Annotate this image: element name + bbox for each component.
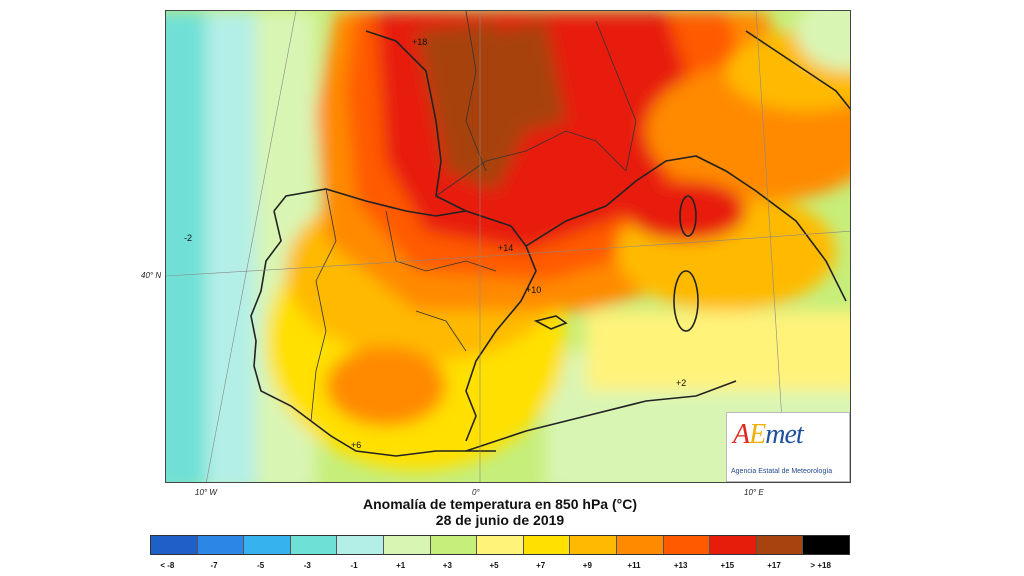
legend-swatch — [803, 536, 849, 554]
lat-label-40n: 40° N — [141, 271, 162, 280]
legend-swatch — [290, 536, 338, 554]
legend-label: +11 — [627, 561, 641, 570]
logo-mark: AEmet — [733, 419, 804, 450]
legend-swatch — [151, 536, 198, 554]
contour-label: +6 — [351, 440, 362, 450]
legend-swatch — [197, 536, 245, 554]
legend-swatch — [710, 536, 757, 554]
legend-swatch — [244, 536, 291, 554]
lon-label-10e: 10° E — [744, 488, 764, 497]
map-date: 28 de junio de 2019 — [435, 512, 565, 528]
legend-label: +5 — [489, 561, 499, 570]
legend-label: +3 — [442, 561, 452, 570]
anomaly-field — [166, 11, 850, 482]
contour-label: +14 — [498, 243, 514, 253]
lon-label-0: 0° — [472, 488, 480, 497]
lon-label-10w: 10° W — [195, 488, 217, 497]
legend-swatch — [430, 536, 478, 554]
legend-label: +7 — [536, 561, 546, 570]
legend-label: +15 — [720, 561, 735, 570]
contour-label: -2 — [184, 233, 193, 243]
borders — [310, 11, 637, 422]
legend-label: +1 — [396, 561, 406, 570]
temperature-anomaly-map: +18 +14 +10 -2 +2 +6 — [165, 10, 851, 483]
legend-swatch — [570, 536, 617, 554]
graticule — [166, 11, 850, 482]
legend-label: -7 — [210, 561, 218, 570]
legend-swatch — [616, 536, 664, 554]
legend-label: < -8 — [160, 561, 175, 570]
legend-label: -1 — [350, 561, 358, 570]
color-legend — [150, 535, 850, 555]
legend-label: -5 — [257, 561, 265, 570]
legend-swatch — [523, 536, 571, 554]
contour-label: +18 — [412, 37, 428, 47]
map-title: Anomalía de temperatura en 850 hPa (°C) — [362, 496, 637, 512]
legend-label: +17 — [767, 561, 781, 570]
legend-label: -3 — [303, 561, 311, 570]
coastlines — [250, 30, 850, 457]
legend-label: > +18 — [810, 561, 831, 570]
legend-labels: < -8 -7 -5 -3 -1 +1 +3 +5 +7 +9 +11 +13 +15 +17 > +18 — [150, 561, 850, 573]
legend-label: +13 — [673, 561, 688, 570]
contour-label: +2 — [676, 378, 687, 388]
legend-swatch — [663, 536, 711, 554]
legend-swatch — [383, 536, 431, 554]
legend-swatch — [756, 536, 804, 554]
map-canvas — [166, 11, 850, 482]
logo-org: Agencia Estatal de Meteorología — [731, 468, 833, 475]
legend-label: +9 — [582, 561, 592, 570]
aemet-logo: AEmet Agencia Estatal de Meteorología — [726, 412, 850, 482]
legend-swatch — [337, 536, 384, 554]
legend-swatch — [477, 536, 524, 554]
contour-label: +10 — [526, 285, 542, 295]
